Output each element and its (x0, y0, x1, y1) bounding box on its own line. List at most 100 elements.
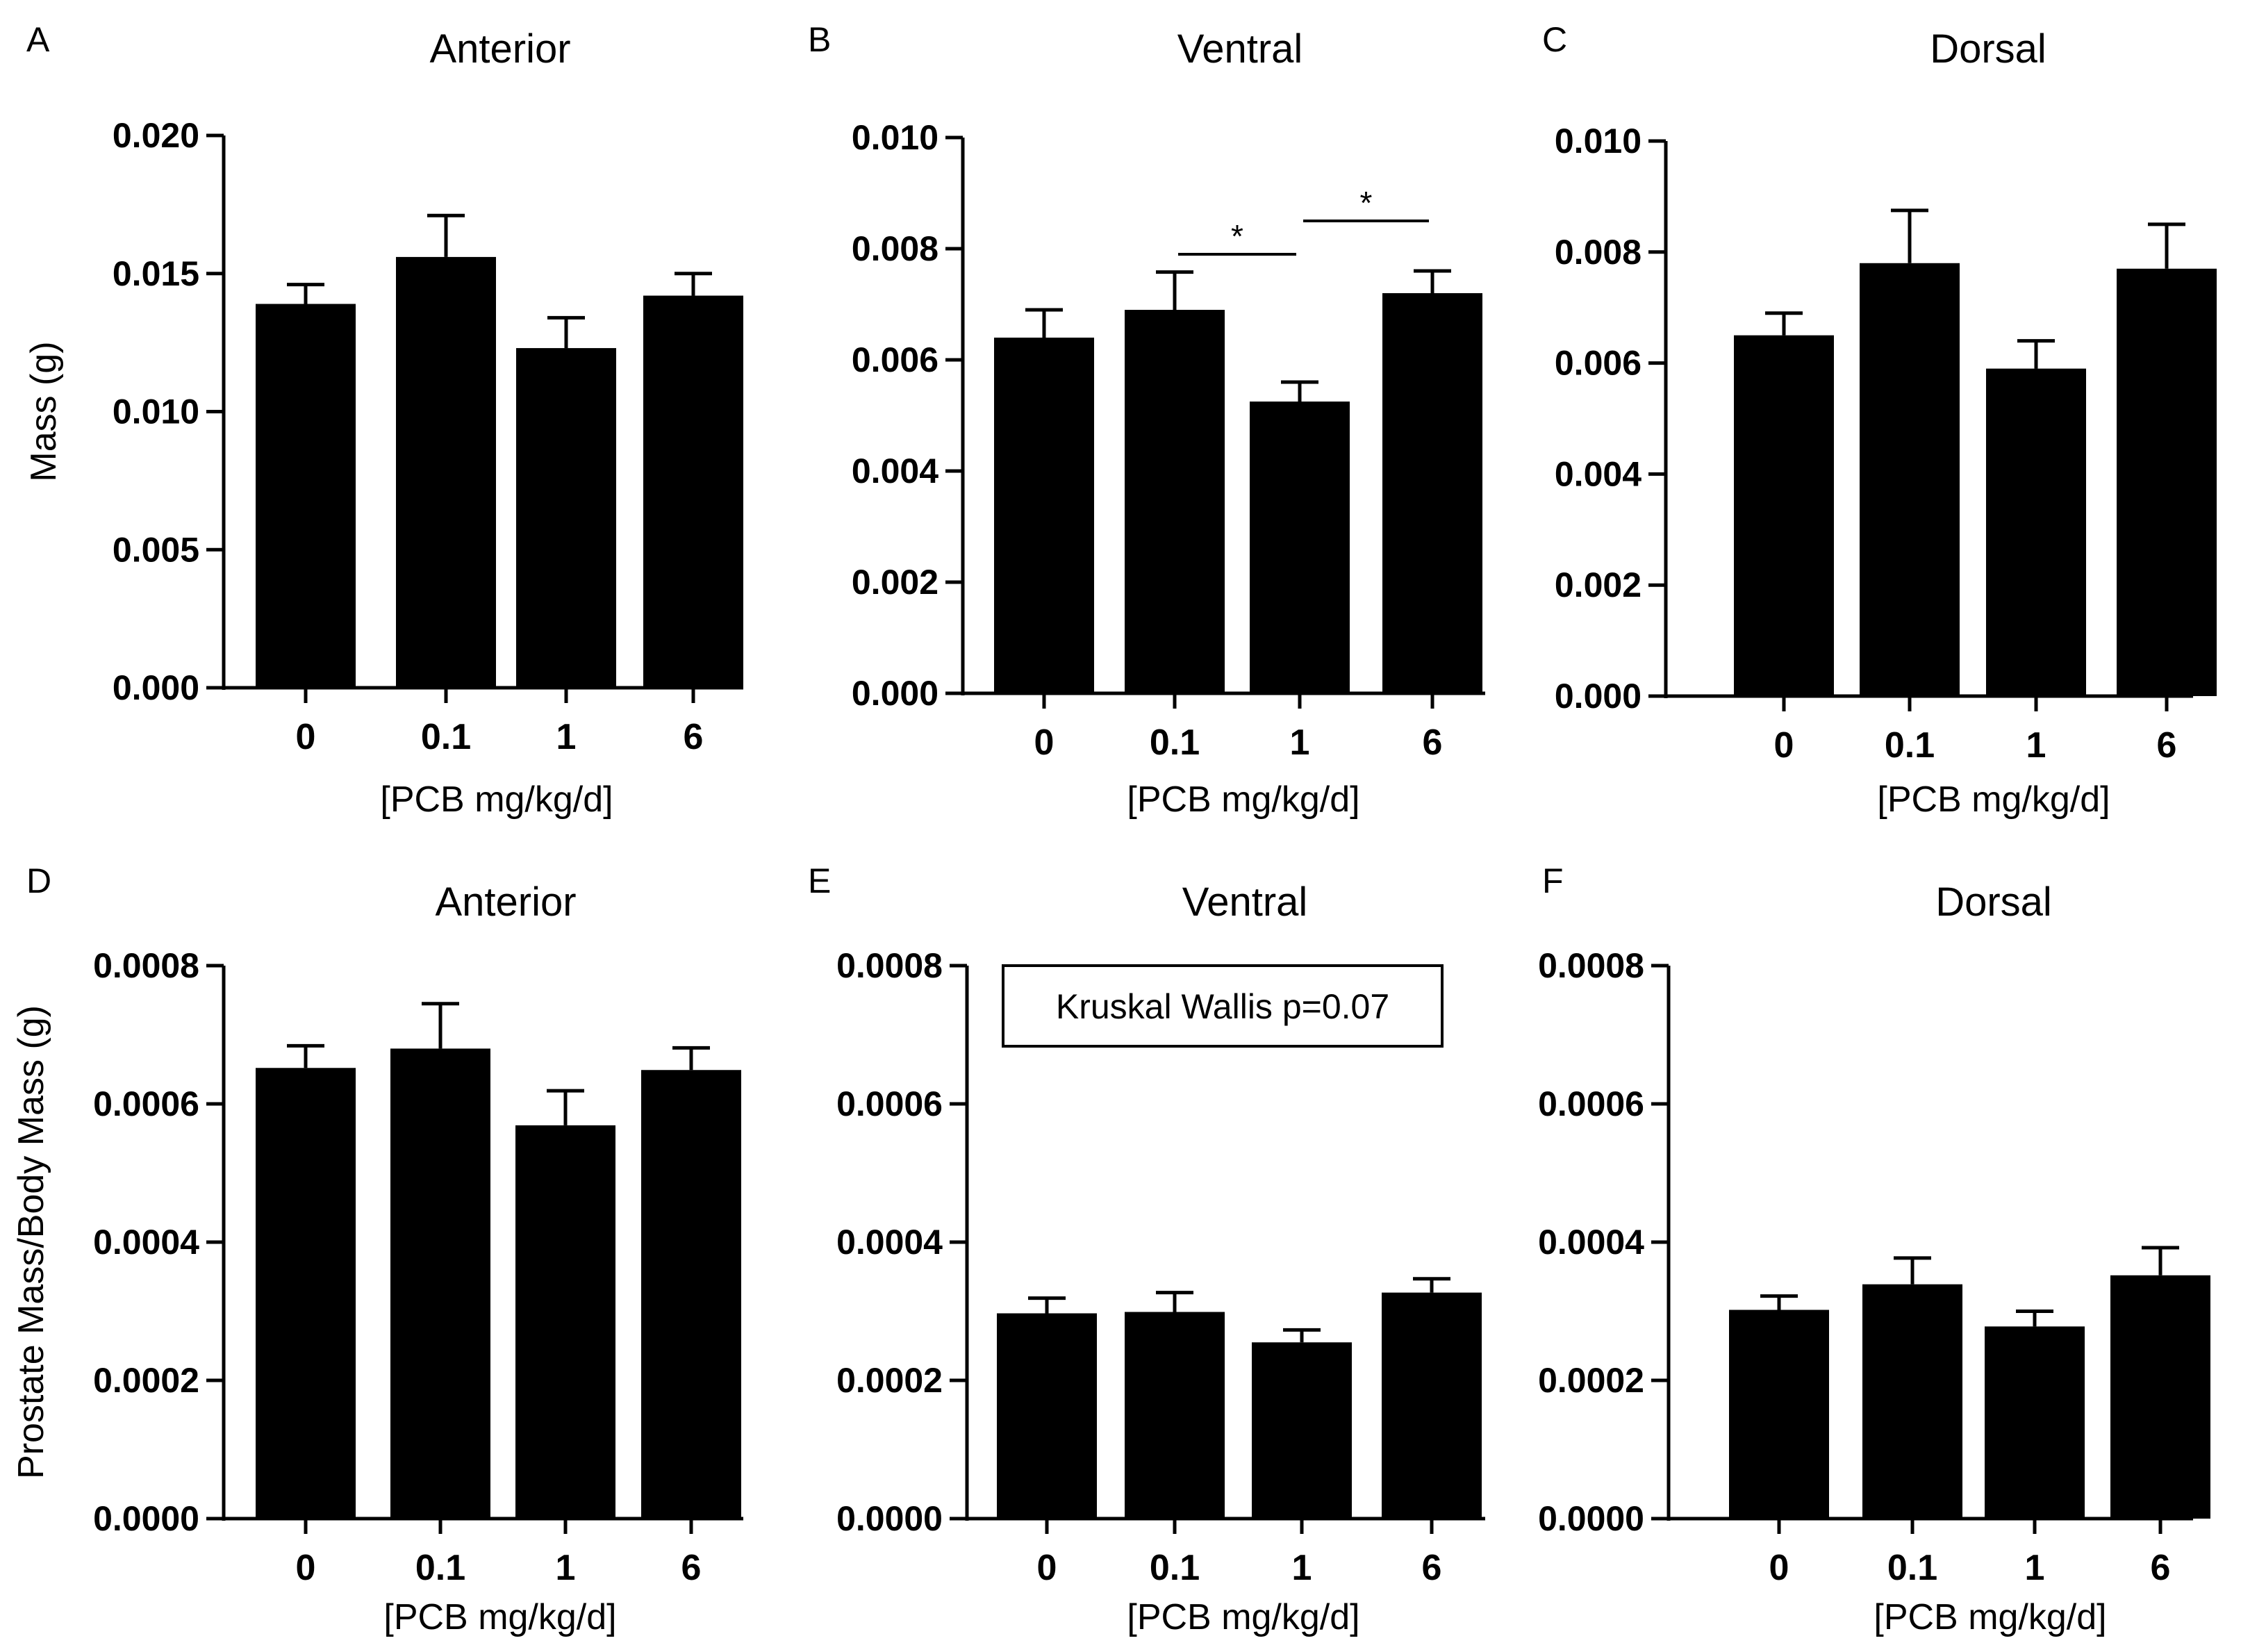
y-axis-label: Mass (g) (24, 341, 64, 481)
y-tick-label: 0.0000 (93, 1499, 199, 1538)
bar (390, 1048, 490, 1519)
y-tick-label: 0.006 (852, 340, 938, 379)
y-tick-label: 0.005 (113, 530, 199, 569)
y-tick-label: 0.0004 (1538, 1223, 1644, 1262)
x-tick-label: 0.1 (1150, 1548, 1200, 1588)
y-tick-label: 0.0006 (1538, 1084, 1644, 1123)
bar (516, 348, 616, 688)
panel-letter: E (808, 861, 831, 900)
y-tick-label: 0.0008 (836, 946, 943, 985)
y-tick-label: 0.000 (1555, 677, 1641, 716)
panel-f: F Dorsal 0 0.1 1 6 0.0000 0.0002 0.0004 0.0006 0.0… (1538, 861, 2210, 1637)
x-axis-label: [PCB mg/kg/d] (1127, 779, 1359, 820)
x-tick-label: 1 (556, 1548, 576, 1588)
x-tick-label: 6 (684, 717, 704, 757)
panel-a: A Anterior 0 0.1 1 6 0.000 0.005 0.010 0.015 0.020… (24, 20, 743, 820)
x-tick-label: 0.1 (415, 1548, 465, 1588)
panel-letter: A (26, 20, 50, 59)
x-tick-label: 6 (1422, 1548, 1442, 1588)
x-tick-label: 0.1 (1887, 1548, 1937, 1588)
y-tick-label: 0.000 (852, 674, 938, 713)
bar (1382, 293, 1482, 693)
panel-title: Anterior (435, 879, 576, 925)
bar (1252, 1342, 1352, 1519)
bar (515, 1125, 615, 1519)
bar (1382, 1292, 1482, 1519)
x-tick-label: 0.1 (1885, 725, 1935, 766)
y-tick-label: 0.006 (1555, 344, 1641, 383)
y-tick-label: 0.015 (113, 254, 199, 293)
bar (1250, 402, 1350, 693)
panel-title: Ventral (1177, 26, 1303, 72)
y-tick-label: 0.010 (1555, 122, 1641, 160)
x-tick-label: 0 (1034, 722, 1055, 763)
y-tick-label: 0.004 (852, 452, 938, 490)
x-tick-label: 0 (296, 1548, 316, 1588)
annotation-box (1002, 964, 1444, 1048)
x-axis-label: [PCB mg/kg/d] (380, 779, 613, 820)
y-tick-label: 0.0002 (1538, 1361, 1644, 1400)
x-tick-label: 6 (2157, 725, 2177, 766)
bar (1729, 1310, 1829, 1519)
panel-letter: F (1542, 861, 1564, 900)
y-tick-label: 0.000 (113, 668, 199, 707)
panel-c: C Dorsal 0 0.1 1 6 0.000 0.002 0.004 0.006 0.008 0.… (1542, 20, 2217, 820)
panel-title: Anterior (429, 26, 570, 72)
y-tick-label: 0.0000 (836, 1499, 943, 1538)
significance-star: * (1231, 218, 1243, 254)
x-axis-label: [PCB mg/kg/d] (1877, 779, 2110, 820)
y-tick-label: 0.002 (1555, 565, 1641, 604)
x-tick-label: 6 (1423, 722, 1443, 763)
y-tick-label: 0.0000 (1538, 1499, 1644, 1538)
y-tick-label: 0.0004 (93, 1223, 199, 1262)
bar (1125, 1312, 1225, 1519)
x-tick-label: 1 (1290, 722, 1310, 763)
x-tick-label: 6 (2151, 1548, 2171, 1588)
x-tick-label: 0 (1774, 725, 1794, 766)
x-tick-label: 0 (1769, 1548, 1789, 1588)
bar (994, 338, 1094, 693)
y-tick-label: 0.0006 (93, 1084, 199, 1123)
bar (256, 304, 356, 688)
panel-d: D Anterior 0 0.1 1 6 0.0000 0.0002 0.0004 0.0006 0… (11, 861, 743, 1637)
panel-e: E Ventral 0 0.1 1 6 0.0000 0.0002 0.0004 0.0006 0.… (808, 861, 1485, 1637)
panel-letter: C (1542, 20, 1567, 59)
bar (256, 1068, 356, 1519)
annotation-text: Kruskal Wallis p=0.07 (1056, 987, 1389, 1026)
bar (396, 256, 496, 688)
x-tick-label: 1 (2025, 1548, 2045, 1588)
panel-letter: D (26, 861, 51, 900)
y-tick-label: 0.008 (1555, 233, 1641, 272)
x-tick-label: 0.1 (1150, 722, 1200, 763)
bar (2117, 268, 2217, 696)
x-tick-label: 0 (296, 717, 316, 757)
bar (1862, 1284, 1962, 1519)
y-tick-label: 0.010 (852, 118, 938, 157)
y-tick-label: 0.002 (852, 563, 938, 602)
y-tick-label: 0.0004 (836, 1223, 943, 1262)
bar (1125, 310, 1225, 693)
y-axis-label: Prostate Mass/Body Mass (g) (11, 1005, 51, 1479)
panel-b: B Ventral 0 0.1 1 6 0.000 0.002 0.004 0.006 0.008 0… (808, 20, 1485, 820)
x-axis-label: [PCB mg/kg/d] (1127, 1597, 1359, 1637)
bar (2110, 1275, 2210, 1519)
y-tick-label: 0.0008 (1538, 946, 1644, 985)
y-tick-label: 0.008 (852, 229, 938, 268)
y-tick-label: 0.0002 (93, 1361, 199, 1400)
bar (997, 1313, 1097, 1519)
x-axis-label: [PCB mg/kg/d] (1874, 1597, 2106, 1637)
panel-letter: B (808, 20, 831, 59)
y-tick-label: 0.0002 (836, 1361, 943, 1400)
bar (1860, 263, 1960, 696)
bar (641, 1070, 741, 1519)
x-tick-label: 0.1 (421, 717, 471, 757)
y-tick-label: 0.010 (113, 393, 199, 431)
bar (643, 295, 743, 688)
x-tick-label: 1 (1292, 1548, 1312, 1588)
x-tick-label: 1 (556, 717, 577, 757)
x-tick-label: 0 (1037, 1548, 1057, 1588)
bar (1986, 368, 2086, 696)
panel-title: Dorsal (1935, 879, 2052, 925)
y-tick-label: 0.0008 (93, 946, 199, 985)
